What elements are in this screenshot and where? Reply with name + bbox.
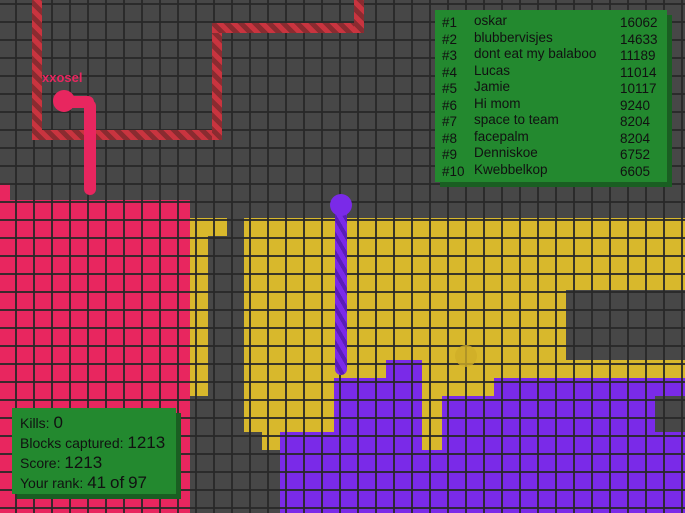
rank: #6: [442, 97, 458, 113]
leaderboard-row: #7 space to team 8204: [442, 112, 659, 131]
rank: #8: [442, 130, 458, 146]
leaderboard-row: #4 Lucas 11014: [442, 62, 659, 82]
player-name: oskar: [474, 13, 508, 28]
score: 16062: [620, 15, 658, 30]
leaderboard-row: #3 dont eat my balaboo 11189: [442, 46, 659, 65]
player-name: Jamie: [474, 79, 511, 94]
score: 6752: [620, 147, 651, 162]
purple-territory: [280, 432, 340, 513]
total-players: 97: [128, 473, 148, 492]
score-value: 1213: [64, 453, 103, 472]
player-name: Lucas: [474, 62, 511, 78]
leaderboard-row: #5 Jamie 10117: [442, 79, 659, 98]
rank: #4: [442, 64, 458, 80]
score: 11189: [620, 48, 656, 63]
rank: #5: [442, 81, 458, 96]
rank: #3: [442, 48, 458, 63]
yellow-territory: [190, 236, 208, 396]
score: 9240: [620, 97, 651, 113]
player-name: Kwebbelkop: [474, 161, 548, 177]
rank: #7: [442, 114, 458, 129]
enemy-trail: [212, 23, 222, 140]
player-tail: [335, 205, 347, 375]
player-avatar: [330, 194, 352, 216]
player-name: dont eat my balaboo: [474, 46, 597, 61]
unclaimed-cell: [655, 396, 685, 432]
stats-panel: Kills: 0 Blocks captured: 1213 Score: 12…: [12, 408, 176, 494]
score-label: Score:: [20, 455, 61, 471]
leaderboard-row: #9 Denniskoe 6752: [442, 145, 659, 164]
rank: #1: [442, 15, 458, 30]
rank-stat: Your rank: 41 of 97: [20, 473, 147, 493]
blocks-value: 1213: [127, 433, 166, 452]
kills-label: Kills:: [20, 415, 50, 431]
score: 11014: [620, 64, 657, 80]
leaderboard-row: #8 facepalm 8204: [442, 128, 659, 148]
player-name: Denniskoe: [474, 145, 538, 160]
enemy-player: [53, 90, 75, 112]
score: 14633: [620, 31, 658, 47]
enemy-trail: [32, 0, 42, 140]
leaderboard-row: #6 Hi mom 9240: [442, 95, 659, 115]
score: 8204: [620, 130, 651, 146]
pink-player-tail: [84, 100, 96, 195]
purple-territory: [334, 378, 685, 513]
purple-territory: [386, 360, 422, 380]
leaderboard-row: #2 blubbervisjes 14633: [442, 29, 659, 49]
leaderboard-row: #10 Kwebbelkop 6605: [442, 161, 659, 181]
blocks-stat: Blocks captured: 1213: [20, 433, 165, 453]
yellow-territory: [190, 218, 227, 236]
player-name: space to team: [474, 112, 559, 127]
score: 8204: [620, 114, 651, 129]
enemy-trail: [354, 0, 364, 33]
rank: #10: [442, 163, 465, 179]
blocks-label: Blocks captured:: [20, 435, 124, 451]
of-label: of: [110, 473, 125, 492]
rank-label: Your rank:: [20, 475, 84, 491]
leaderboard: #1 oskar 16062 #2 blubbervisjes 14633 #3 dont…: [435, 10, 667, 182]
score: 10117: [620, 81, 657, 96]
score: 6605: [620, 163, 651, 179]
enemy-trail: [212, 23, 364, 33]
yellow-territory: [244, 378, 334, 432]
kills-value: 0: [53, 413, 63, 432]
yellow-territory: [422, 396, 442, 450]
unclaimed-hole: [566, 290, 685, 360]
rank-value: 41: [87, 473, 107, 492]
score-stat: Score: 1213: [20, 453, 102, 473]
rank: #2: [442, 31, 458, 47]
enemy-player-name: xxosel: [42, 70, 83, 85]
player-name: blubbervisjes: [474, 29, 553, 45]
rank: #9: [442, 147, 458, 162]
yellow-player: [455, 345, 477, 367]
player-name: facepalm: [474, 128, 529, 144]
leaderboard-row: #1 oskar 16062: [442, 13, 659, 32]
kills-stat: Kills: 0: [20, 413, 63, 433]
yellow-territory: [262, 432, 280, 450]
enemy-trail: [32, 130, 222, 140]
player-name: Hi mom: [474, 95, 521, 111]
yellow-territory: [422, 378, 494, 396]
